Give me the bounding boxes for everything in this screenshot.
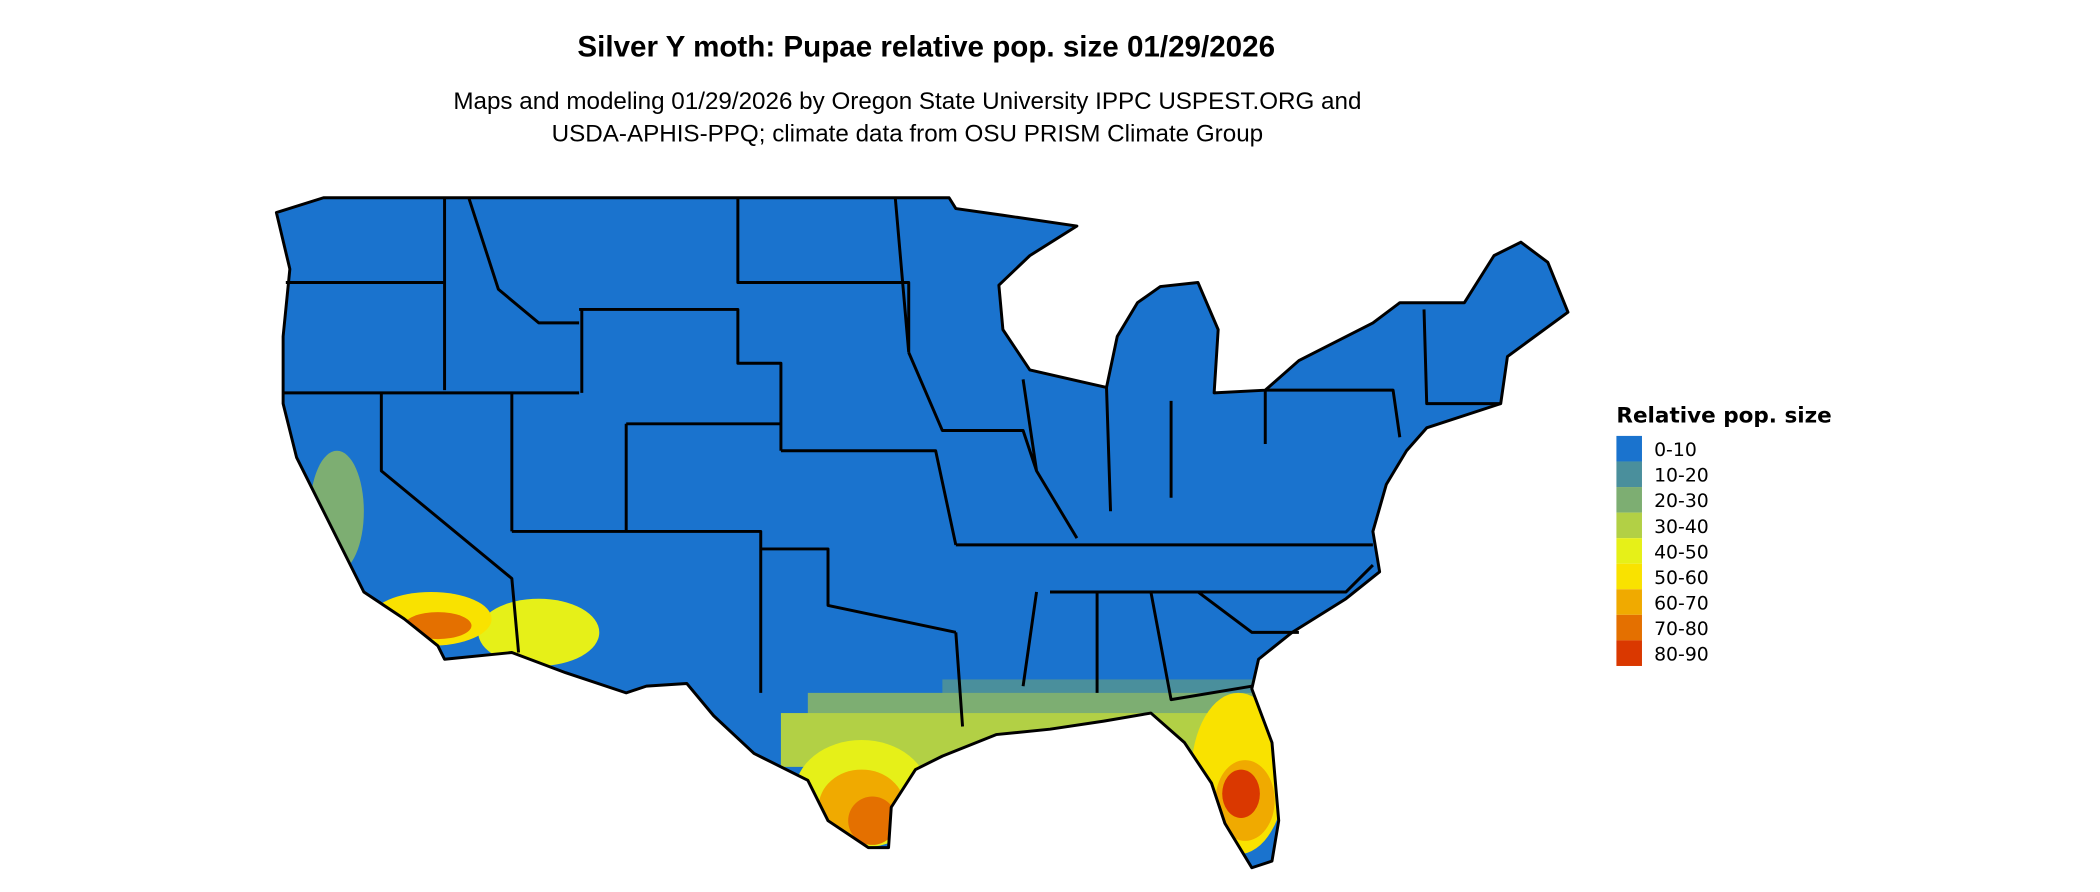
legend-title: Relative pop. size bbox=[1616, 403, 1831, 428]
legend-label: 70-80 bbox=[1654, 619, 1709, 640]
legend-label: 30-40 bbox=[1654, 517, 1709, 538]
area-40-50-az bbox=[478, 598, 600, 666]
legend-label: 50-60 bbox=[1654, 568, 1709, 589]
legend-swatch bbox=[1616, 512, 1642, 539]
map-title: Silver Y moth: Pupae relative pop. size … bbox=[577, 31, 1275, 64]
area-70-80-tx bbox=[848, 796, 897, 845]
legend-swatch bbox=[1616, 435, 1642, 462]
us-map bbox=[274, 196, 1570, 870]
map-subtitle-line1: Maps and modeling 01/29/2026 by Oregon S… bbox=[453, 88, 1361, 115]
legend-swatch bbox=[1616, 589, 1642, 615]
legend-label: 80-90 bbox=[1654, 645, 1709, 666]
legend: Relative pop. size 0-10 10-20 20-30 30-40 40… bbox=[1616, 403, 1832, 666]
legend-swatch bbox=[1616, 487, 1642, 513]
legend-swatch bbox=[1616, 563, 1642, 590]
area-80-90-fl bbox=[1222, 769, 1260, 819]
legend-label: 60-70 bbox=[1654, 593, 1709, 614]
state-boundaries bbox=[283, 197, 1501, 727]
legend-swatch bbox=[1616, 538, 1642, 564]
area-20-30-ca bbox=[310, 450, 364, 572]
legend-swatch bbox=[1616, 461, 1642, 488]
legend-label: 20-30 bbox=[1654, 491, 1709, 512]
legend-swatch bbox=[1616, 614, 1642, 641]
legend-label: 10-20 bbox=[1654, 466, 1709, 487]
legend-swatch bbox=[1616, 640, 1642, 666]
legend-label: 0-10 bbox=[1654, 440, 1697, 461]
legend-label: 40-50 bbox=[1654, 542, 1709, 563]
map-subtitle-line2: USDA-APHIS-PPQ; climate data from OSU PR… bbox=[552, 120, 1263, 147]
